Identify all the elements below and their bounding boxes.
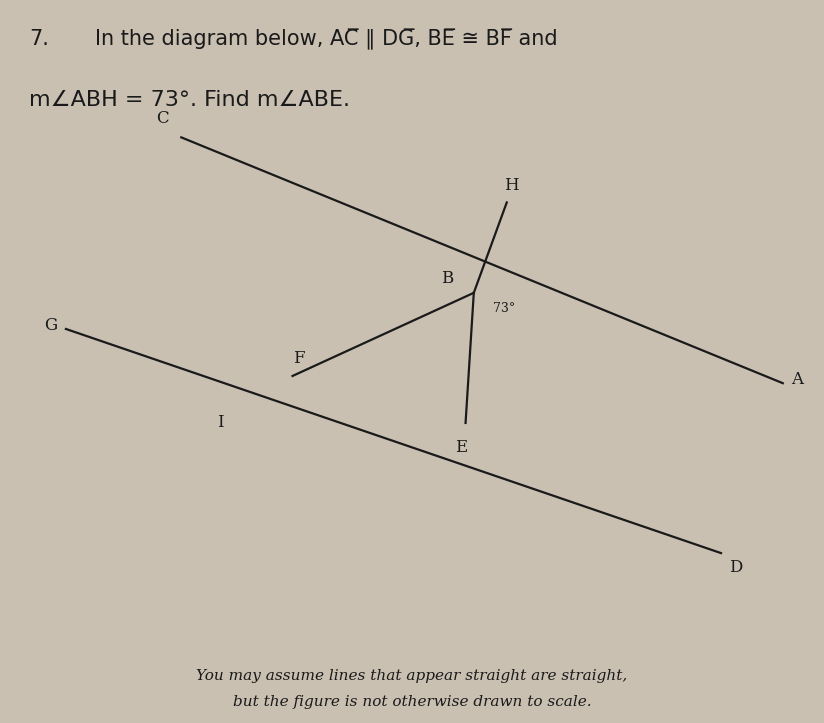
Text: In the diagram below, AC̅ ∥ DG̅, BE̅ ≅ BF̅ and: In the diagram below, AC̅ ∥ DG̅, BE̅ ≅ B… xyxy=(95,29,557,50)
Text: I: I xyxy=(217,414,223,432)
Text: 7.: 7. xyxy=(29,29,49,49)
Text: 73°: 73° xyxy=(493,302,515,315)
Text: You may assume lines that appear straight are straight,: You may assume lines that appear straigh… xyxy=(196,669,628,683)
Text: F: F xyxy=(293,350,305,367)
Text: D: D xyxy=(729,559,742,576)
Text: G: G xyxy=(44,317,58,334)
Text: B: B xyxy=(441,270,453,287)
Text: E: E xyxy=(456,439,467,456)
Text: but the figure is not otherwise drawn to scale.: but the figure is not otherwise drawn to… xyxy=(232,695,592,709)
Text: C: C xyxy=(157,109,169,127)
Text: H: H xyxy=(503,176,518,194)
Text: m∠ABH = 73°. Find m∠ABE.: m∠ABH = 73°. Find m∠ABE. xyxy=(29,90,350,111)
Text: A: A xyxy=(791,371,803,388)
